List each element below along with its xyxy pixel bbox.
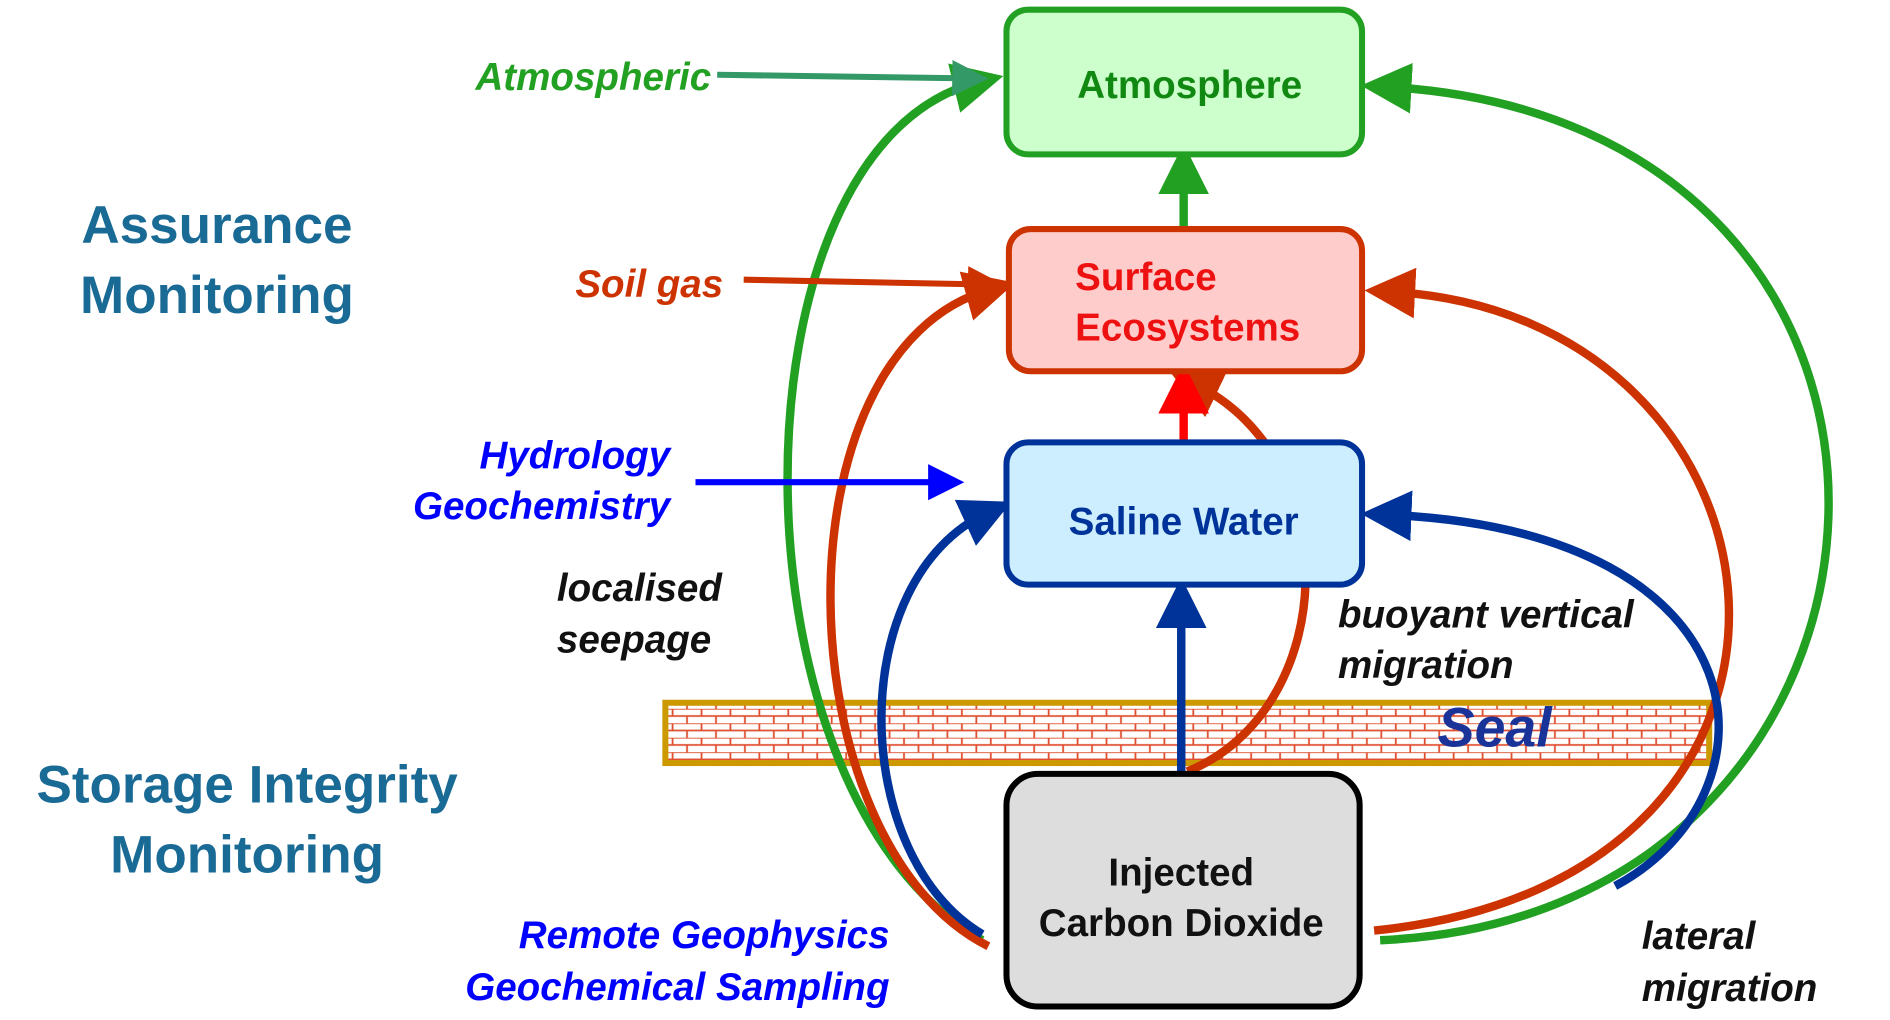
pathway-label: migration bbox=[1642, 967, 1818, 1010]
pathway-label: migration bbox=[1338, 644, 1514, 687]
soil-gas-arrow bbox=[743, 266, 1005, 303]
section-label: Monitoring bbox=[80, 266, 354, 325]
node-label: Saline Water bbox=[1069, 501, 1299, 544]
section-label: Storage Integrity bbox=[36, 755, 458, 814]
left-green-arrow bbox=[783, 63, 1004, 944]
method-label: Hydrology bbox=[479, 434, 672, 477]
method-label: Remote Geophysics bbox=[519, 914, 890, 957]
node-label: Surface bbox=[1075, 256, 1216, 299]
node-label: Injected bbox=[1108, 851, 1254, 894]
surface-box bbox=[1005, 226, 1366, 375]
section-label: Assurance bbox=[81, 196, 352, 255]
right-red-arrow bbox=[1364, 267, 1734, 935]
method-label: Atmospheric bbox=[474, 56, 711, 99]
node-label: Ecosystems bbox=[1075, 307, 1300, 350]
saline-box bbox=[1003, 439, 1366, 588]
node-label: Carbon Dioxide bbox=[1039, 902, 1324, 945]
atmospheric-arrow bbox=[717, 60, 989, 97]
left-blue-arrow bbox=[877, 499, 1012, 938]
pathway-label: localised bbox=[557, 567, 723, 610]
section-label: Monitoring bbox=[110, 825, 384, 884]
pathways bbox=[695, 60, 1833, 951]
right-blue-arrow bbox=[1360, 490, 1723, 890]
method-label: Geochemistry bbox=[413, 485, 673, 528]
method-label: Soil gas bbox=[575, 263, 723, 306]
right-green-arrow bbox=[1360, 62, 1833, 945]
pathway-label: seepage bbox=[557, 619, 711, 662]
pathway-label: buoyant vertical bbox=[1338, 593, 1635, 636]
atmosphere-box bbox=[1003, 6, 1366, 158]
pathway-label: lateral bbox=[1642, 915, 1757, 958]
node-label: Atmosphere bbox=[1077, 64, 1302, 107]
seal-label: Seal bbox=[1438, 696, 1554, 758]
left-red-arrow bbox=[826, 271, 1016, 951]
method-label: Geochemical Sampling bbox=[465, 966, 889, 1009]
injected-box bbox=[1003, 770, 1363, 1010]
